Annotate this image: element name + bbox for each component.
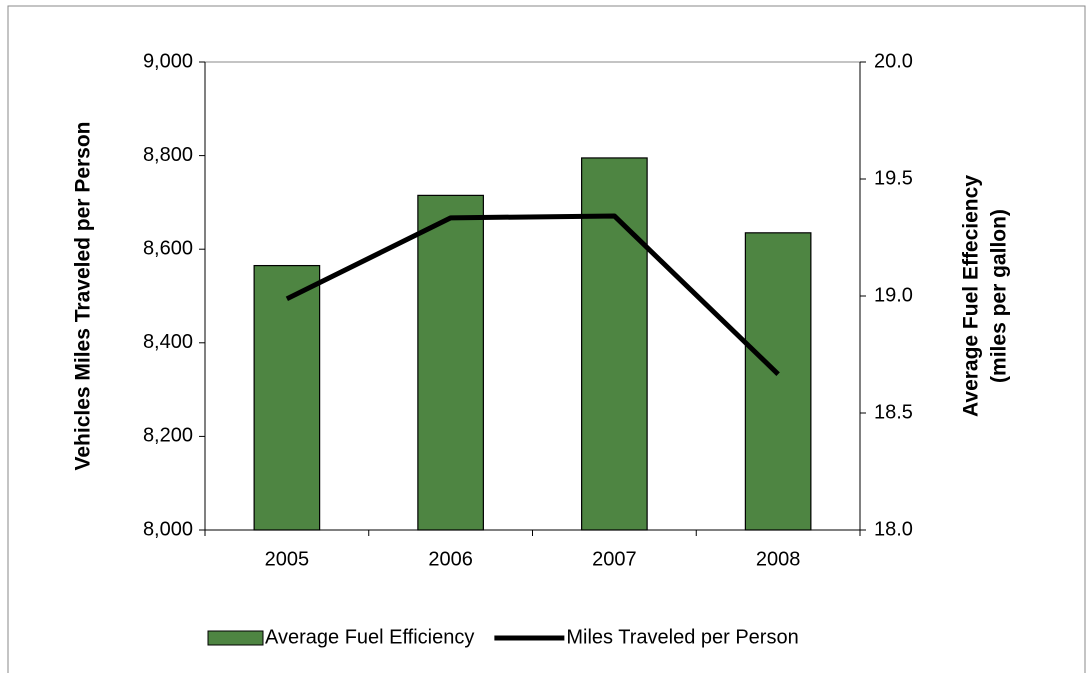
- y2-tick-label: 18.5: [874, 401, 913, 423]
- legend-label: Average Fuel Efficiency: [265, 626, 474, 648]
- x-tick-label: 2008: [756, 548, 801, 570]
- y-tick-label: 8,000: [143, 518, 193, 540]
- y-tick-label: 8,800: [143, 144, 193, 166]
- bar: [581, 157, 648, 531]
- bar: [417, 194, 484, 531]
- legend-label: Miles Traveled per Person: [566, 626, 798, 648]
- line: [285, 213, 780, 376]
- y2-axis-title: Average Fuel Effeciency: [960, 175, 983, 417]
- y2-tick-label: 19.0: [874, 284, 913, 306]
- y2-tick-label: 20.0: [874, 50, 913, 72]
- y2-axis-title: (miles per gallon): [988, 209, 1011, 383]
- y-tick-label: 8,400: [143, 331, 193, 353]
- y-tick-label: 9,000: [143, 50, 193, 72]
- x-tick-label: 2005: [265, 548, 310, 570]
- bar: [744, 232, 812, 531]
- legend-swatch: [207, 630, 264, 646]
- y-axis-title: Vehicles Miles Traveled per Person: [72, 121, 95, 470]
- y2-tick-label: 19.5: [874, 167, 913, 189]
- y2-tick-label: 18.0: [874, 518, 913, 540]
- frame: [7, 5, 1086, 678]
- bar: [253, 264, 321, 531]
- y-tick-label: 8,200: [143, 425, 193, 447]
- x-tick-label: 2006: [428, 548, 473, 570]
- y-tick-label: 8,600: [143, 237, 193, 259]
- x-tick-label: 2007: [592, 548, 637, 570]
